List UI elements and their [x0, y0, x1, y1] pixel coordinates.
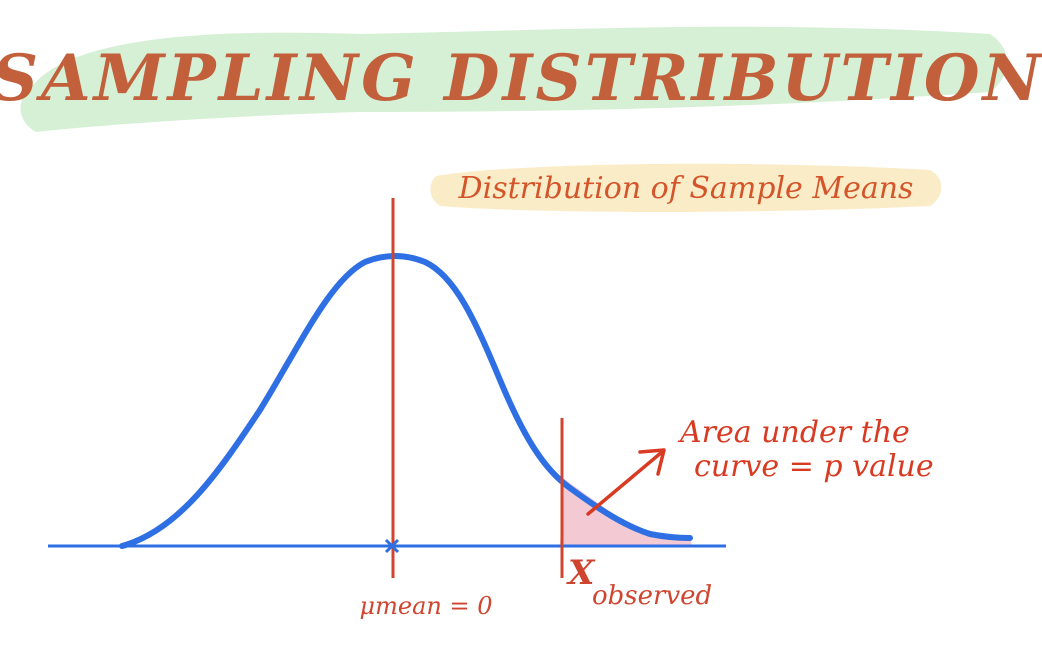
mean-label: μmean = 0 [360, 592, 493, 620]
annotation-line-1: Area under the [677, 415, 910, 450]
observed-symbol: X [566, 553, 596, 593]
annotation-arrow [586, 450, 664, 516]
title-highlight [20, 26, 1007, 133]
diagram-subtitle: Distribution of Sample Means [458, 171, 914, 206]
annotation-line-2: curve = p value [694, 449, 934, 484]
mean-tick-mark [384, 538, 400, 554]
observed-subscript: observed [592, 581, 712, 611]
distribution-curve [119, 253, 693, 549]
arrowhead-icon [638, 448, 666, 476]
subtitle-highlight [430, 163, 942, 212]
diagram-title: SAMPLING DISTRIBUTION [0, 41, 1042, 116]
p-value-area [560, 478, 692, 546]
